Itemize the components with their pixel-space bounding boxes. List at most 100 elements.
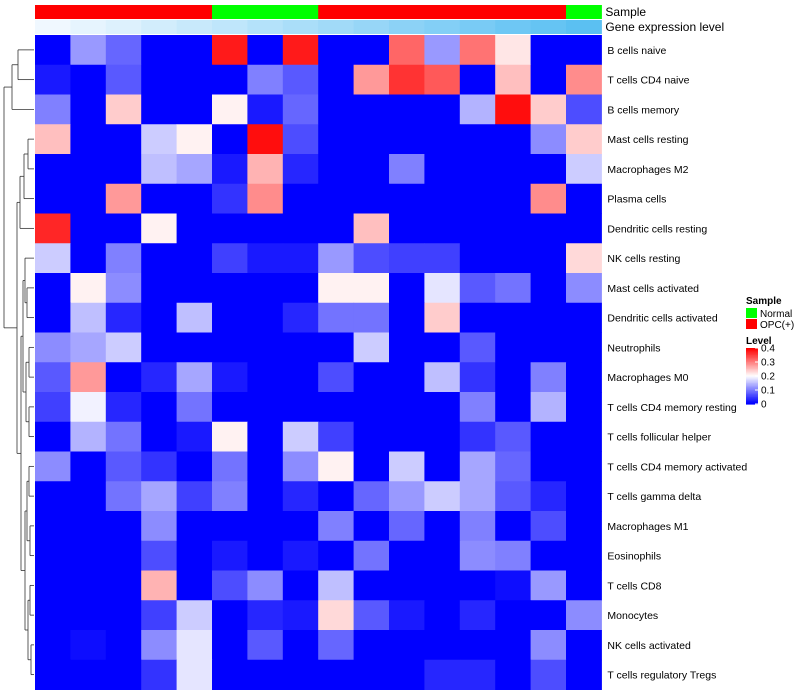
heatmap-cell — [247, 570, 284, 601]
row-label: Mast cells activated — [607, 283, 699, 295]
heatmap-cell — [389, 243, 425, 274]
heatmap-cells — [35, 35, 602, 690]
heatmap-cell — [495, 392, 532, 423]
heatmap-cell — [282, 302, 319, 333]
heatmap-cell — [247, 332, 284, 363]
heatmap-cell — [530, 540, 567, 571]
heatmap-cell — [530, 362, 567, 393]
row-label: Dendritic cells resting — [607, 223, 707, 235]
legend-gradient-segment — [746, 371, 758, 374]
sample-annotation-cell — [282, 5, 319, 19]
heatmap-cell — [318, 362, 355, 393]
heatmap-cell — [247, 659, 284, 690]
legend-item-label: Normal — [760, 309, 792, 320]
legend-gradient-segment — [746, 349, 758, 352]
heatmap-cell — [318, 570, 355, 601]
heatmap-cell — [141, 481, 178, 512]
heatmap-cell — [70, 35, 107, 66]
legend-gradient-segment — [746, 387, 758, 390]
heatmap-cell — [353, 273, 390, 304]
heatmap-cell — [176, 659, 213, 690]
expression-annotation-cell — [353, 20, 390, 34]
heatmap-cell — [35, 392, 71, 423]
heatmap-cell — [424, 332, 461, 363]
heatmap-cell — [495, 362, 532, 393]
heatmap-cell — [530, 511, 567, 542]
heatmap-cell — [105, 213, 142, 244]
heatmap-cell — [282, 511, 319, 542]
legend-gradient-segment — [746, 367, 758, 370]
heatmap-cell — [141, 183, 178, 214]
heatmap-cell — [105, 154, 142, 185]
heatmap-cell — [282, 183, 319, 214]
heatmap-cell — [176, 451, 213, 482]
heatmap-cell — [318, 273, 355, 304]
row-label: Macrophages M2 — [607, 164, 688, 176]
heatmap-cell — [566, 511, 602, 542]
heatmap-cell — [530, 481, 567, 512]
heatmap-cell — [389, 94, 425, 125]
heatmap-cell — [282, 630, 319, 661]
heatmap-cell — [212, 451, 248, 482]
heatmap-cell — [35, 94, 71, 125]
heatmap-cell — [424, 511, 461, 542]
heatmap-cell — [35, 481, 71, 512]
heatmap-cell — [176, 362, 213, 393]
heatmap-cell — [176, 35, 213, 66]
heatmap-cell — [424, 213, 461, 244]
row-label: T cells CD4 memory resting — [607, 402, 736, 414]
heatmap-cell — [247, 392, 284, 423]
legend-tick-label: 0 — [761, 400, 767, 411]
legend-gradient-segment — [746, 350, 758, 353]
heatmap-cell — [495, 154, 532, 185]
heatmap-cell — [247, 451, 284, 482]
legend-gradient-segment — [746, 394, 758, 397]
heatmap-cell — [212, 421, 248, 452]
heatmap-cell — [389, 124, 425, 155]
heatmap-cell — [566, 35, 602, 66]
heatmap-cell — [389, 600, 425, 631]
heatmap-cell — [424, 540, 461, 571]
expression-annotation-cell — [105, 20, 142, 34]
heatmap-cell — [566, 421, 602, 452]
heatmap-cell — [566, 392, 602, 423]
heatmap-cell — [389, 630, 425, 661]
heatmap-cell — [282, 94, 319, 125]
heatmap-cell — [70, 451, 107, 482]
legend-gradient-segment — [746, 384, 758, 387]
heatmap-cell — [35, 630, 71, 661]
heatmap-cell — [389, 481, 425, 512]
heatmap-cell — [247, 540, 284, 571]
heatmap-cell — [389, 183, 425, 214]
legend-gradient-segment — [746, 348, 758, 350]
heatmap-cell — [70, 302, 107, 333]
legend-gradient-segment — [746, 395, 758, 398]
heatmap-cell — [566, 481, 602, 512]
heatmap-cell — [530, 659, 567, 690]
heatmap-cell — [247, 302, 284, 333]
legend-tick-label: 0.4 — [761, 344, 775, 355]
heatmap-cell — [141, 600, 178, 631]
heatmap-cell — [424, 600, 461, 631]
legend-gradient-segment — [746, 359, 758, 362]
heatmap-cell — [566, 273, 602, 304]
heatmap-cell — [495, 124, 532, 155]
heatmap-cell — [212, 64, 248, 95]
heatmap-cell — [282, 124, 319, 155]
heatmap-cell — [247, 421, 284, 452]
legend-tick-label: 0.3 — [761, 358, 775, 369]
heatmap-cell — [318, 659, 355, 690]
heatmap-cell — [141, 35, 178, 66]
heatmap-cell — [282, 451, 319, 482]
heatmap-cell — [353, 154, 390, 185]
expression-annotation-cell — [389, 20, 425, 34]
heatmap-cell — [424, 451, 461, 482]
heatmap-cell — [459, 124, 496, 155]
heatmap-cell — [176, 421, 213, 452]
legend-gradient-segment — [746, 353, 758, 356]
heatmap-cell — [424, 392, 461, 423]
heatmap-cell — [282, 481, 319, 512]
heatmap-cell — [247, 35, 284, 66]
heatmap-cell — [35, 600, 71, 631]
heatmap-cell — [176, 511, 213, 542]
